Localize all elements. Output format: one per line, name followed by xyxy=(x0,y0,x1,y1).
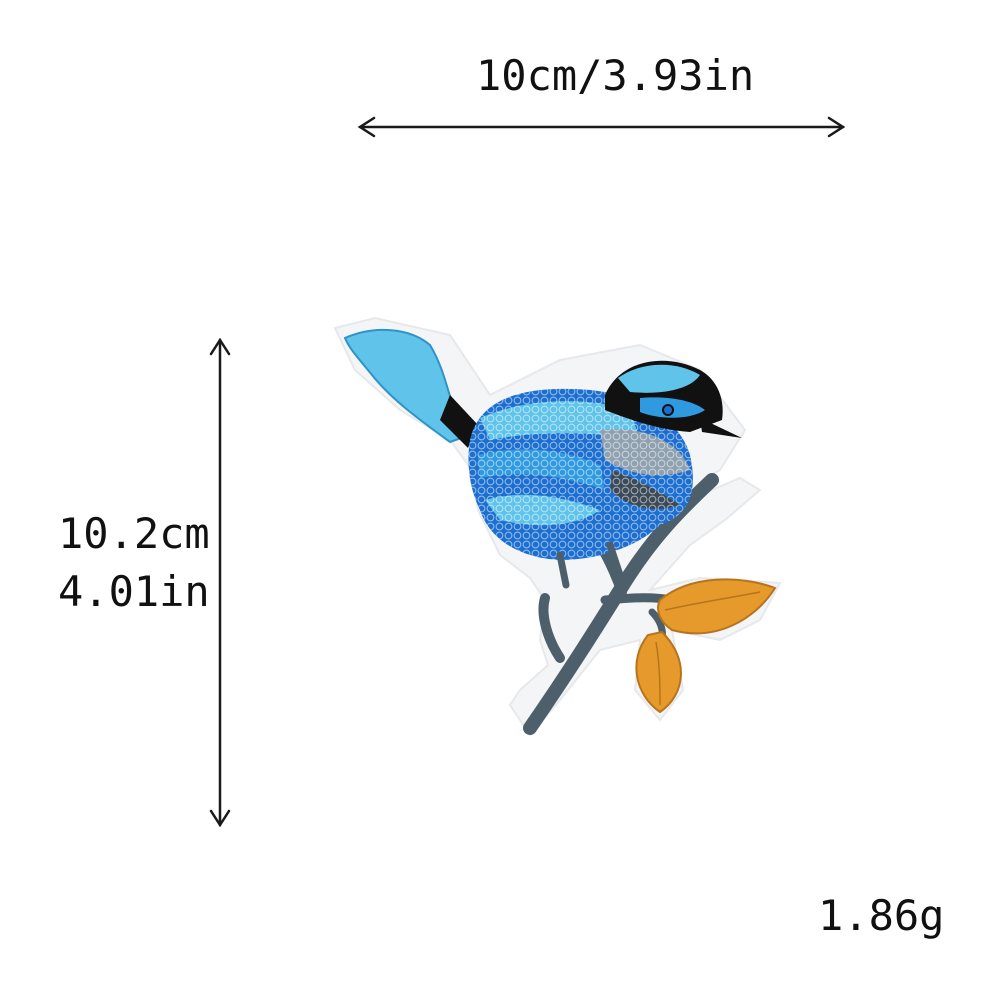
width-label: 10cm/3.93in xyxy=(476,51,755,100)
bird-beak xyxy=(700,418,742,438)
bird-patch-image xyxy=(333,316,782,737)
height-label-cm: 10.2cm xyxy=(58,509,210,558)
bird-head xyxy=(605,360,742,438)
height-label: 10.2cm 4.01in xyxy=(58,505,210,621)
leaves xyxy=(635,578,777,714)
weight-label: 1.86g xyxy=(818,891,945,940)
width-arrow xyxy=(357,116,846,138)
height-arrow xyxy=(209,337,231,828)
height-label-in: 4.01in xyxy=(58,567,210,616)
bird-body xyxy=(468,388,693,560)
bird-legs xyxy=(556,541,624,589)
bird-tail xyxy=(343,328,478,448)
